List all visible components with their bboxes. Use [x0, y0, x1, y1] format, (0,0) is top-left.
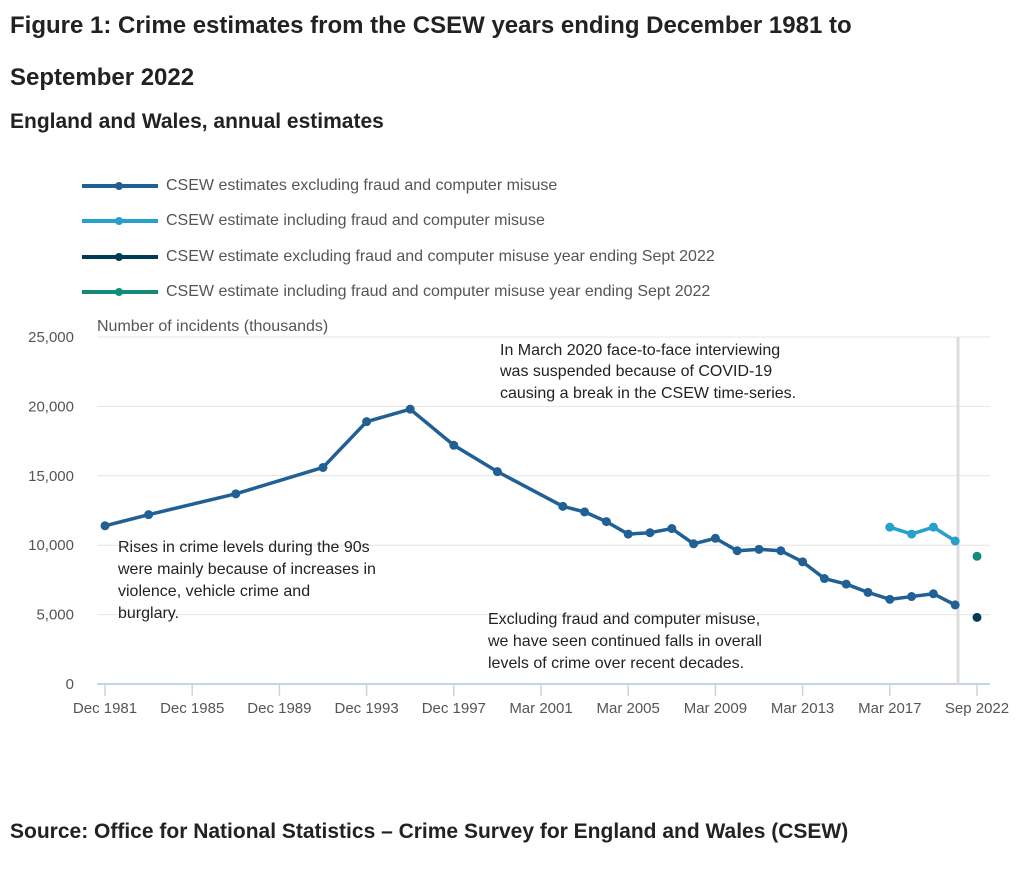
legend-swatch: [82, 288, 158, 297]
data-point: [100, 521, 110, 531]
data-point: [318, 462, 328, 472]
data-point: [950, 600, 960, 610]
legend-swatch: [82, 252, 158, 261]
x-tick-label: Dec 1993: [334, 700, 398, 717]
data-point: [885, 522, 895, 532]
legend-item: CSEW estimate excluding fraud and comput…: [82, 239, 715, 275]
annotation-90s: Rises in crime levels during the 90s were…: [117, 539, 376, 622]
x-tick-label: Dec 1985: [160, 700, 224, 717]
data-point: [667, 524, 677, 534]
data-point: [689, 539, 699, 549]
data-point: [362, 417, 372, 427]
y-tick-label: 10,000: [28, 537, 74, 554]
data-point: [972, 551, 982, 561]
data-point: [907, 529, 917, 539]
data-point: [710, 533, 720, 543]
legend-label: CSEW estimate including fraud and comput…: [166, 212, 545, 230]
legend-swatch: [82, 217, 158, 226]
x-tick-label: Mar 2001: [509, 700, 572, 717]
data-point: [885, 594, 895, 604]
data-point: [798, 557, 808, 567]
x-tick-label: Mar 2017: [858, 700, 921, 717]
data-point: [972, 612, 982, 622]
data-point: [928, 589, 938, 599]
data-point: [492, 467, 502, 477]
legend-label: CSEW estimate excluding fraud and comput…: [166, 247, 715, 265]
legend-item: CSEW estimate including fraud and comput…: [82, 204, 715, 240]
data-point: [732, 546, 742, 556]
y-tick-label: 20,000: [28, 398, 74, 415]
data-point: [449, 440, 459, 450]
data-point: [863, 587, 873, 597]
data-point: [841, 579, 851, 589]
figure-title: Figure 1: Crime estimates from the CSEW …: [10, 12, 852, 91]
legend-label: CSEW estimates excluding fraud and compu…: [166, 176, 558, 194]
data-point: [231, 489, 241, 499]
line-chart: Number of incidents (thousands) 0 5,000 10…: [28, 318, 1009, 717]
x-tick-label: Dec 1989: [247, 700, 311, 717]
data-point: [754, 544, 764, 554]
legend: CSEW estimates excluding fraud and compu…: [82, 168, 715, 310]
data-point: [907, 592, 917, 602]
data-point: [558, 501, 568, 511]
x-tick-label: Dec 1997: [422, 700, 486, 717]
data-point: [819, 574, 829, 584]
data-point: [645, 528, 655, 538]
x-tick-label: Dec 1981: [73, 700, 137, 717]
legend-label: CSEW estimate including fraud and comput…: [166, 283, 711, 301]
data-point: [776, 546, 786, 556]
data-point: [950, 536, 960, 546]
y-axis-label: Number of incidents (thousands): [97, 318, 328, 335]
y-tick-label: 15,000: [28, 468, 74, 485]
data-point: [928, 522, 938, 532]
x-tick-label: Sep 2022: [945, 700, 1009, 717]
legend-swatch: [82, 181, 158, 190]
figure-subtitle: England and Wales, annual estimates: [10, 110, 384, 133]
annotation-falls: Excluding fraud and computer misuse, we h…: [487, 611, 762, 672]
source-note: Source: Office for National Statistics –…: [10, 820, 849, 843]
data-point: [601, 517, 611, 527]
legend-item: CSEW estimates excluding fraud and compu…: [82, 168, 715, 204]
y-tick-label: 0: [66, 676, 74, 693]
data-point: [580, 507, 590, 517]
x-tick-label: Mar 2013: [771, 700, 834, 717]
x-tick-label: Mar 2009: [684, 700, 747, 717]
data-point: [405, 404, 415, 414]
data-point: [623, 529, 633, 539]
series-line-1: [889, 525, 957, 543]
legend-item: CSEW estimate including fraud and comput…: [82, 275, 715, 311]
y-tick-label: 25,000: [28, 329, 74, 346]
annotation-covid: In March 2020 face-to-face interviewing w…: [499, 342, 796, 402]
x-tick-label: Mar 2005: [597, 700, 660, 717]
data-point: [144, 510, 154, 520]
y-tick-label: 5,000: [36, 607, 74, 624]
